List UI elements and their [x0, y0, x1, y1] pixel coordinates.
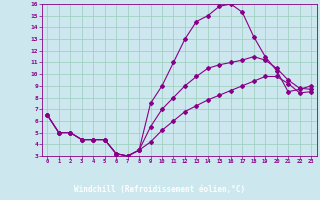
Text: Windchill (Refroidissement éolien,°C): Windchill (Refroidissement éolien,°C)	[75, 185, 245, 194]
